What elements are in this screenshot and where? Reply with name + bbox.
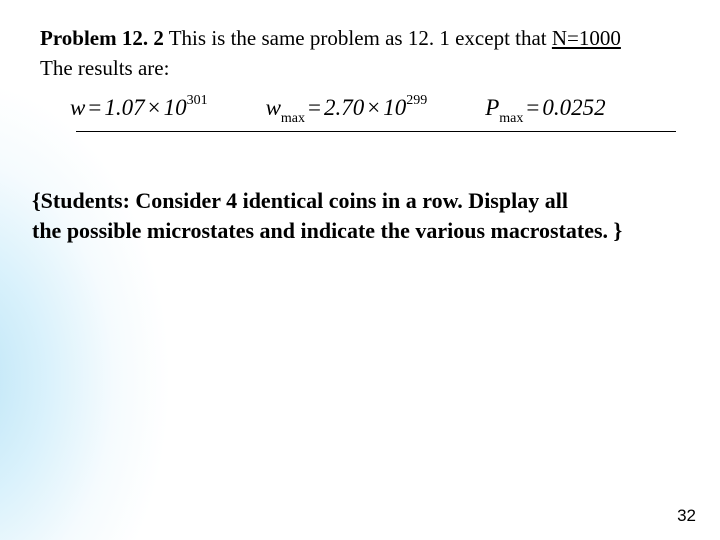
equations-row: w=1.07×10301 wmax=2.70×10299 Pmax=0.0252 — [40, 95, 692, 126]
eq-wmax-exp: 299 — [406, 93, 427, 108]
students-prompt: {Students: Consider 4 identical coins in… — [32, 186, 692, 245]
eq-wmax-times: × — [364, 95, 383, 120]
students-line1: {Students: Consider 4 identical coins in… — [32, 186, 692, 216]
eq-wmax-base: 10 — [383, 95, 406, 120]
eq-w-var: w — [70, 95, 85, 120]
problem-statement: Problem 12. 2 This is the same problem a… — [40, 24, 692, 52]
eq-wmax-coef: 2.70 — [324, 95, 364, 120]
eq-pmax-sub: max — [499, 111, 523, 126]
eq-pmax-var: P — [485, 95, 499, 120]
eq-w-coef: 1.07 — [104, 95, 144, 120]
equation-wmax: wmax=2.70×10299 — [266, 95, 428, 126]
eq-w-eq: = — [85, 95, 104, 120]
eq-pmax-val: 0.0252 — [542, 95, 605, 120]
eq-w-times: × — [145, 95, 164, 120]
eq-wmax-var: w — [266, 95, 281, 120]
problem-text: This is the same problem as 12. 1 except… — [164, 26, 552, 50]
equation-pmax: Pmax=0.0252 — [485, 95, 605, 126]
slide-content: Problem 12. 2 This is the same problem a… — [0, 0, 720, 540]
students-line2: the possible microstates and indicate th… — [32, 216, 692, 246]
eq-pmax-eq: = — [523, 95, 542, 120]
equation-w: w=1.07×10301 — [70, 95, 208, 121]
problem-n-underline: N=1000 — [552, 26, 621, 50]
eq-w-exp: 301 — [187, 93, 208, 108]
problem-label: Problem 12. 2 — [40, 26, 164, 50]
eq-w-base: 10 — [164, 95, 187, 120]
results-label: The results are: — [40, 54, 692, 82]
eq-wmax-sub: max — [281, 111, 305, 126]
eq-wmax-eq: = — [305, 95, 324, 120]
divider-line — [76, 131, 676, 132]
page-number: 32 — [677, 506, 696, 526]
